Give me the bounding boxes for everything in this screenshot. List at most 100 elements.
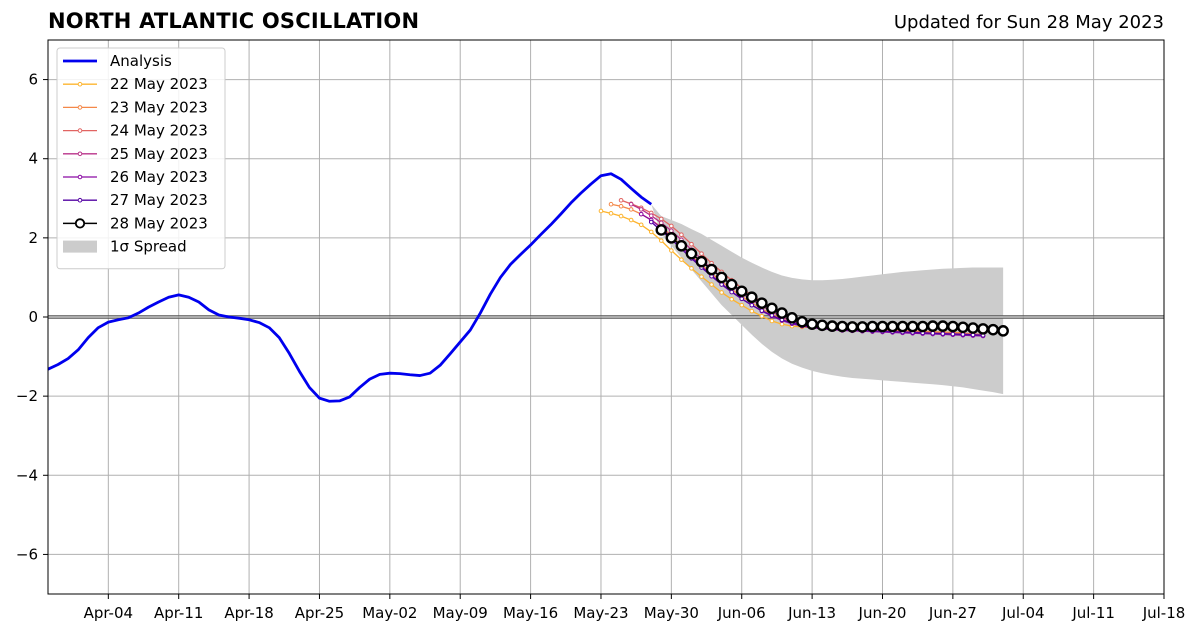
spread-band — [651, 204, 1004, 395]
forecast-point — [719, 282, 724, 287]
forecast-point — [779, 321, 785, 327]
legend-label: 26 May 2023 — [110, 168, 208, 186]
current-forecast-point — [695, 255, 708, 268]
x-tick-label: Jun-27 — [928, 604, 977, 622]
x-tick-label: Apr-18 — [224, 604, 274, 622]
forecast-point — [628, 217, 634, 223]
legend-swatch-spread — [63, 240, 97, 253]
x-tick-label: May-23 — [573, 604, 628, 622]
forecast-point — [709, 282, 714, 287]
legend-marker-forecast — [77, 151, 83, 157]
forecast-point — [679, 232, 684, 237]
forecast-point — [658, 220, 664, 226]
legend-label: 25 May 2023 — [110, 145, 208, 163]
forecast-point — [729, 296, 734, 302]
current-forecast-point — [836, 320, 849, 333]
forecast-point — [598, 208, 604, 214]
legend-label: 24 May 2023 — [110, 122, 208, 140]
forecast-point — [669, 228, 674, 234]
current-forecast-point — [846, 321, 859, 333]
current-forecast-point — [816, 319, 828, 332]
x-tick-label: Jul-11 — [1071, 604, 1115, 622]
analysis-line — [48, 172, 653, 403]
current-forecast-point — [876, 320, 889, 333]
current-forecast-point — [856, 321, 869, 333]
forecast-point — [679, 257, 684, 262]
y-tick-label: 6 — [28, 71, 38, 89]
legend-label: 23 May 2023 — [110, 98, 208, 116]
forecast-point — [658, 216, 664, 222]
forecast-point — [769, 313, 775, 318]
forecast-point — [719, 290, 724, 295]
legend-label: 27 May 2023 — [110, 191, 208, 209]
forecast-point — [628, 201, 634, 207]
current-forecast-point — [896, 320, 909, 333]
legend-label: 22 May 2023 — [110, 75, 208, 93]
legend-marker-current — [74, 218, 86, 229]
legend-marker-forecast — [77, 128, 83, 133]
forecast-point — [689, 241, 694, 247]
current-forecast-point — [675, 239, 688, 252]
x-tick-label: Jul-04 — [1001, 604, 1045, 622]
forecast-point — [699, 274, 704, 279]
forecast-point — [618, 203, 624, 209]
current-forecast-point — [977, 323, 989, 335]
y-tick-label: 2 — [28, 229, 38, 247]
current-forecast-point — [957, 321, 969, 334]
forecast-point — [648, 219, 654, 225]
forecast-point — [729, 289, 734, 295]
forecast-point — [759, 308, 765, 313]
current-forecast-point — [937, 320, 949, 332]
forecast-point — [608, 211, 614, 216]
legend-label: Analysis — [110, 52, 172, 70]
current-forecast-point — [796, 315, 808, 328]
x-tick-label: Jun-06 — [717, 604, 766, 622]
current-forecast-point — [906, 320, 919, 333]
current-forecast-point — [665, 232, 678, 244]
legend: Analysis 22 May 2023 23 May 2023 24 May 202… — [56, 47, 226, 270]
forecast-point — [618, 213, 624, 219]
current-forecast-point — [725, 278, 738, 291]
forecast-point — [608, 201, 614, 207]
axis-ticks: Apr-04 Apr-11 Apr-18 Apr-25 May-02 May-09 May-… — [16, 71, 1185, 622]
current-forecast-point — [866, 320, 879, 333]
forecast-point — [739, 296, 745, 302]
current-forecast-point — [947, 320, 959, 333]
current-forecast-point — [926, 320, 939, 332]
current-forecast-point — [705, 263, 718, 276]
current-forecast-point — [735, 285, 748, 298]
current-forecast-point — [967, 322, 979, 334]
forecast-point — [769, 318, 775, 324]
x-tick-label: Apr-04 — [84, 604, 134, 622]
current-forecast-point — [826, 320, 839, 332]
current-forecast-point — [786, 311, 798, 324]
y-tick-label: 4 — [28, 150, 38, 168]
forecast-point — [669, 223, 674, 229]
forecast-point — [739, 302, 745, 308]
current-forecast-point — [997, 325, 1009, 337]
x-tick-label: May-30 — [644, 604, 699, 622]
current-forecast-point — [715, 271, 728, 284]
current-forecast-point — [745, 291, 758, 304]
x-tick-label: Jul-18 — [1142, 604, 1186, 622]
forecast-point — [638, 222, 644, 228]
legend-marker-forecast — [77, 197, 83, 203]
forecast-point — [669, 248, 674, 253]
legend-marker-forecast — [77, 81, 83, 87]
forecast-point — [689, 266, 694, 271]
forecast-point — [940, 331, 946, 336]
forecast-point — [628, 207, 634, 212]
forecast-point — [648, 229, 654, 235]
legend-label: 1σ Spread — [110, 238, 187, 256]
forecast-point — [759, 313, 765, 319]
current-forecast-point — [685, 247, 698, 260]
legend-label: 28 May 2023 — [110, 214, 208, 232]
x-tick-label: Jun-13 — [787, 604, 836, 622]
current-forecast-point — [886, 320, 899, 333]
y-tick-label: −6 — [16, 545, 38, 563]
x-tick-label: May-02 — [362, 604, 417, 622]
legend-marker-forecast — [77, 174, 83, 180]
current-forecast-point — [776, 307, 788, 319]
current-forecast-point — [756, 297, 768, 309]
